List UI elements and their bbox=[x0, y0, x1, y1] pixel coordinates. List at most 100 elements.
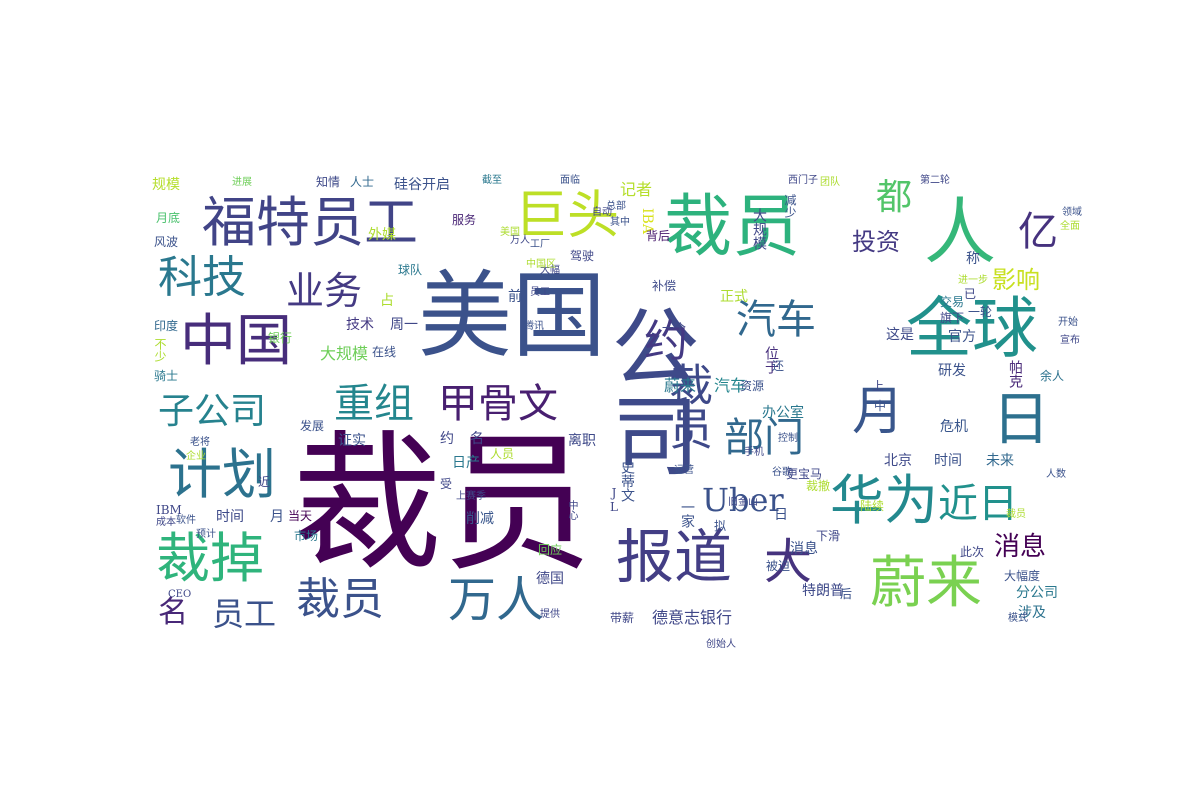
word-147: 旧金山 bbox=[728, 497, 758, 508]
word-127: 大规模 bbox=[751, 208, 767, 250]
word-106: 上 bbox=[872, 379, 885, 393]
word-83: 日 bbox=[774, 507, 788, 523]
word-93: 此次 bbox=[960, 545, 985, 559]
word-108: 后 bbox=[840, 587, 853, 601]
word-45: 大规模 bbox=[320, 344, 369, 363]
word-9: 科技 bbox=[158, 252, 246, 303]
word-81: 月 bbox=[270, 509, 284, 525]
word-110: 近 bbox=[258, 475, 271, 489]
word-10: 业务 bbox=[286, 269, 363, 313]
word-149: 团队 bbox=[820, 177, 840, 188]
word-95: 下滑 bbox=[816, 529, 841, 543]
word-42: 截至 bbox=[482, 175, 502, 186]
word-102: 一个 bbox=[662, 321, 687, 335]
word-160: 领域 bbox=[1062, 207, 1082, 218]
word-43: 周一 bbox=[390, 317, 418, 333]
word-77: 证实 bbox=[338, 433, 366, 449]
word-1: 美国 bbox=[418, 262, 607, 371]
word-85: 市场 bbox=[294, 529, 319, 543]
word-60: 汽车 bbox=[714, 376, 747, 395]
word-131: 面临 bbox=[560, 175, 580, 186]
word-130: 美国 bbox=[500, 227, 520, 238]
word-46: 外媒 bbox=[368, 227, 396, 243]
word-88: 德意志银行 bbox=[652, 608, 733, 627]
word-29: 大 bbox=[764, 534, 813, 590]
word-89: 分公司 bbox=[1016, 585, 1058, 601]
word-78: 发展 bbox=[300, 419, 325, 433]
word-19: 月 bbox=[852, 382, 905, 442]
word-91: 特朗普 bbox=[802, 583, 844, 599]
word-69: 危机 bbox=[940, 419, 968, 435]
word-16: 子公司 bbox=[158, 391, 267, 432]
word-123: 模式 bbox=[1008, 613, 1028, 624]
word-128: 减少 bbox=[783, 194, 797, 218]
word-126: 史蒂文 bbox=[619, 460, 635, 502]
word-59: 蔚来 bbox=[664, 376, 697, 395]
word-50: 风波 bbox=[154, 235, 179, 249]
word-140: 老将 bbox=[190, 437, 210, 448]
word-118: 更宝马 bbox=[786, 467, 823, 481]
word-117: 谷歌 bbox=[772, 467, 792, 478]
word-143: 人数 bbox=[1046, 469, 1066, 480]
word-116: 陆续 bbox=[860, 499, 885, 513]
word-144: 中心 bbox=[566, 500, 577, 520]
word-122: 不少 bbox=[153, 338, 167, 362]
word-40: 人士 bbox=[350, 175, 375, 189]
word-62: 这是 bbox=[886, 327, 914, 343]
word-4: 巨头 bbox=[515, 186, 620, 246]
word-159: 提供 bbox=[540, 609, 560, 620]
word-65: 旗下 bbox=[940, 311, 965, 325]
word-145: 拟 bbox=[714, 519, 727, 533]
word-124: 创始人 bbox=[706, 639, 736, 650]
word-82: 削减 bbox=[466, 511, 494, 527]
word-49: 月底 bbox=[156, 211, 181, 225]
word-17: 裁员 bbox=[661, 362, 712, 450]
word-64: 交易 bbox=[940, 295, 965, 309]
word-25: 蔚来 bbox=[870, 551, 982, 616]
word-98: 称 bbox=[966, 251, 980, 267]
word-56: 背后 bbox=[646, 229, 671, 243]
word-33: 亿 bbox=[1018, 209, 1058, 255]
word-8: 中国 bbox=[180, 309, 292, 374]
word-12: 汽车 bbox=[736, 297, 816, 343]
word-0: 裁员 bbox=[292, 418, 593, 592]
word-68: 帕克 bbox=[1007, 360, 1023, 388]
word-104: 占 bbox=[380, 293, 394, 309]
word-135: 手机 bbox=[744, 447, 764, 458]
word-35: 投资 bbox=[852, 228, 900, 256]
word-21: 华为 bbox=[830, 469, 938, 532]
word-90: 涉及 bbox=[1018, 605, 1046, 621]
word-75: 名 bbox=[470, 431, 484, 447]
word-125: JL bbox=[607, 486, 621, 514]
word-107: 中 bbox=[874, 399, 887, 413]
word-41: 硅谷开启 bbox=[394, 177, 450, 193]
word-112: 软件 bbox=[176, 515, 196, 526]
word-99: 带薪 bbox=[610, 611, 635, 625]
word-136: 开始 bbox=[1058, 317, 1078, 328]
word-28: 万人 bbox=[448, 572, 545, 628]
word-80: 时间 bbox=[216, 509, 244, 525]
word-13: 计划 bbox=[168, 443, 276, 506]
word-141: 企业 bbox=[186, 451, 206, 462]
word-105: 资源 bbox=[740, 379, 765, 393]
word-37: 规模 bbox=[152, 177, 180, 193]
word-158: 其中 bbox=[610, 217, 630, 228]
word-119: 裁撤 bbox=[806, 479, 831, 493]
word-61: 位于 bbox=[763, 346, 779, 374]
word-101: 银行 bbox=[268, 331, 293, 345]
word-70: 办公室 bbox=[762, 405, 804, 421]
word-7: 全球 bbox=[906, 290, 1038, 367]
word-57: 驾驶 bbox=[570, 249, 595, 263]
word-63: 官方 bbox=[948, 329, 976, 345]
word-11: 约 bbox=[644, 316, 688, 367]
word-138: 控制 bbox=[778, 433, 798, 444]
word-115: 第二轮 bbox=[920, 175, 950, 186]
word-157: 自动 bbox=[592, 207, 612, 218]
word-72: 时间 bbox=[934, 453, 962, 469]
word-66: 研发 bbox=[938, 363, 966, 379]
word-31: 员工 bbox=[212, 595, 277, 633]
word-48: 服务 bbox=[452, 213, 477, 227]
word-87: 回应 bbox=[538, 543, 563, 557]
word-51: 印度 bbox=[154, 319, 179, 333]
word-32: 消息 bbox=[994, 532, 1047, 562]
